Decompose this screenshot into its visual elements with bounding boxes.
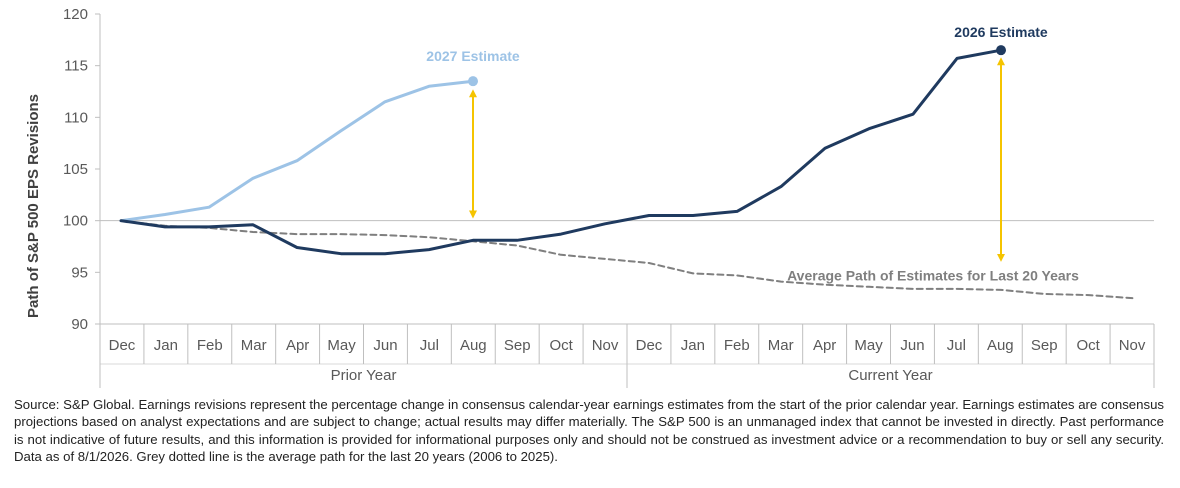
y-tick-label: 95	[71, 264, 88, 281]
x-tick-label: Feb	[724, 337, 750, 354]
series-line-2	[120, 219, 1134, 300]
y-tick-label: 110	[64, 109, 88, 126]
x-tick-label: Aug	[460, 337, 487, 354]
eps-revisions-chart: 90 95 100 105 110 115 120 Dec Jan Feb Mar Apr May Ju…	[25, 6, 1155, 388]
x-tick-label: May	[327, 337, 356, 354]
x-axis-categories: Dec Jan Feb Mar Apr May Jun Jul Aug Sep Oct Nov Dec J…	[109, 337, 1146, 384]
x-tick-label: Jan	[154, 337, 178, 354]
x-tick-label: Apr	[286, 337, 309, 354]
y-tick-label: 105	[63, 161, 88, 178]
y-tick-label: 115	[64, 58, 88, 75]
chart-arrows	[469, 57, 1005, 262]
x-group-label: Current Year	[848, 367, 932, 384]
series-line-0	[119, 79, 475, 223]
x-tick-label: Nov	[1119, 337, 1146, 354]
x-tick-label: Dec	[109, 337, 136, 354]
series-end-marker	[996, 45, 1006, 56]
x-tick-label: Mar	[241, 337, 267, 354]
chart-axes	[99, 14, 1155, 388]
x-tick-label: Sep	[1031, 337, 1058, 354]
y-axis-label: Path of S&P 500 EPS Revisions	[25, 94, 42, 318]
y-axis-ticks: 90 95 100 105 110 115 120	[63, 6, 100, 333]
x-tick-label: Aug	[987, 337, 1014, 354]
y-tick-label: 90	[71, 316, 88, 333]
x-tick-label: Sep	[504, 337, 531, 354]
series-label-average: Average Path of Estimates for Last 20 Ye…	[787, 268, 1079, 284]
x-tick-label: May	[854, 337, 883, 354]
y-tick-label: 120	[63, 6, 88, 23]
series-label-2027: 2027 Estimate	[426, 48, 520, 64]
x-tick-label: Jun	[373, 337, 397, 354]
x-tick-label: Jan	[681, 337, 705, 354]
x-tick-label: Mar	[768, 337, 794, 354]
x-tick-label: Jul	[947, 337, 966, 354]
series-label-2026: 2026 Estimate	[954, 24, 1048, 40]
x-tick-label: Jun	[900, 337, 924, 354]
y-tick-label: 100	[63, 213, 88, 230]
x-tick-label: Oct	[549, 337, 573, 354]
chart-series	[119, 45, 1134, 300]
series-labels: 2027 Estimate 2026 Estimate Average Path o…	[426, 24, 1079, 283]
x-tick-label: Oct	[1076, 337, 1100, 354]
x-tick-label: Nov	[592, 337, 619, 354]
series-end-marker	[468, 76, 478, 87]
x-tick-label: Dec	[636, 337, 663, 354]
x-group-label: Prior Year	[331, 367, 397, 384]
x-tick-label: Feb	[197, 337, 223, 354]
x-tick-label: Jul	[420, 337, 439, 354]
x-tick-label: Apr	[813, 337, 836, 354]
series-line-1	[119, 48, 1003, 256]
source-footnote: Source: S&P Global. Earnings revisions r…	[14, 397, 1164, 465]
